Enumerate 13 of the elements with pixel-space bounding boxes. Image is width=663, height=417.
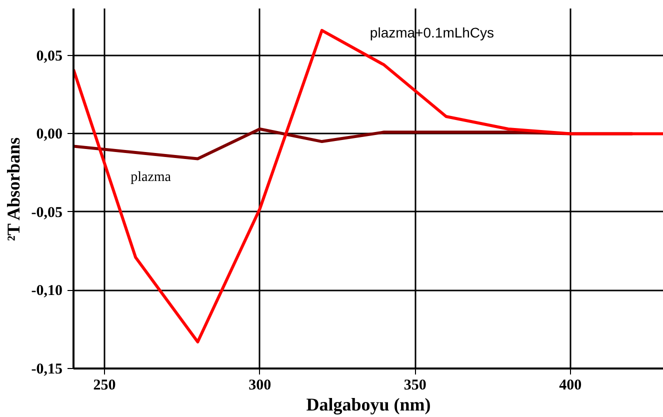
y-axis-title: ²T Absorbans <box>3 137 24 241</box>
y-tick-label: -0,10 <box>31 283 63 300</box>
y-tick-label: 0,00 <box>36 126 62 143</box>
series-label: plazma <box>130 170 172 185</box>
x-tick-label: 350 <box>404 378 426 394</box>
y-tick-label: -0,05 <box>31 204 63 221</box>
x-axis-title: Dalgaboyu (nm) <box>306 394 431 414</box>
line-series <box>74 28 663 344</box>
x-tick-label: 300 <box>248 378 272 394</box>
y-tick-label: 0,05 <box>36 48 62 64</box>
y-tick-label: -0,15 <box>31 362 63 378</box>
x-tick-label: 250 <box>93 378 116 394</box>
x-tick-label: 400 <box>559 378 582 394</box>
